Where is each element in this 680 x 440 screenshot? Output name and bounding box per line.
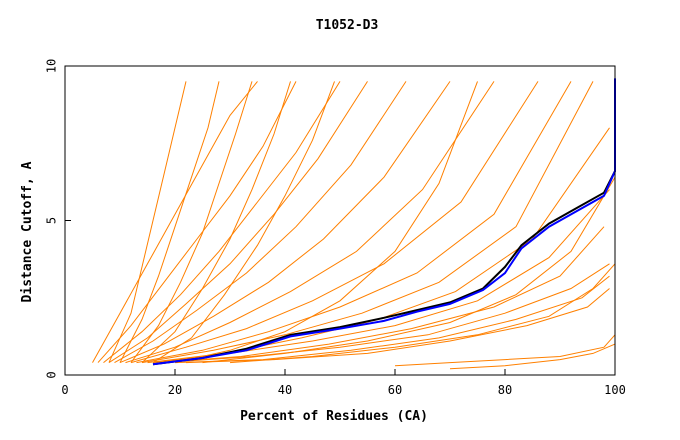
series-line-1 [92, 81, 258, 363]
series-line-2 [97, 81, 297, 363]
x-tick-label: 80 [498, 383, 512, 397]
series-layer [92, 78, 616, 370]
series-line-9 [136, 81, 572, 364]
series-line-17 [108, 81, 187, 363]
y-tick-label: 10 [45, 59, 59, 73]
series-line-3 [103, 81, 341, 363]
series-line-20 [141, 81, 291, 363]
series-line-5 [114, 81, 407, 364]
series-line-10 [141, 81, 594, 364]
x-tick-label: 20 [168, 383, 182, 397]
series-line-22 [174, 81, 478, 364]
series-line-7 [125, 81, 495, 364]
series-line-4 [108, 81, 368, 364]
series-line-26 [449, 343, 616, 370]
series-line-28 [152, 78, 616, 366]
x-tick-label: 40 [278, 383, 292, 397]
series-line-13 [158, 226, 605, 364]
x-tick-label: 60 [388, 383, 402, 397]
series-line-19 [130, 81, 253, 363]
x-axis-label: Percent of Residues (CA) [240, 409, 428, 424]
y-axis-ticks: 0 5 10 [45, 59, 71, 379]
x-tick-label: 0 [61, 383, 68, 397]
y-axis-label: Distance Cutoff, A [20, 161, 35, 302]
series-line-16 [185, 288, 610, 364]
y-tick-label: 0 [45, 371, 59, 378]
series-line-6 [119, 81, 451, 364]
series-line-14 [163, 263, 610, 364]
series-line-27 [152, 170, 616, 366]
series-line-25 [394, 334, 616, 367]
chart-title: T1052-D3 [316, 18, 379, 33]
series-line-24 [229, 263, 616, 364]
series-line-11 [147, 127, 610, 364]
series-line-18 [119, 81, 220, 363]
y-tick-label: 5 [45, 217, 59, 224]
series-line-8 [130, 81, 539, 364]
series-line-21 [152, 81, 335, 364]
x-tick-label: 100 [604, 383, 626, 397]
x-axis-ticks: 0 20 40 60 80 100 [61, 369, 626, 397]
series-line-23 [202, 176, 616, 364]
